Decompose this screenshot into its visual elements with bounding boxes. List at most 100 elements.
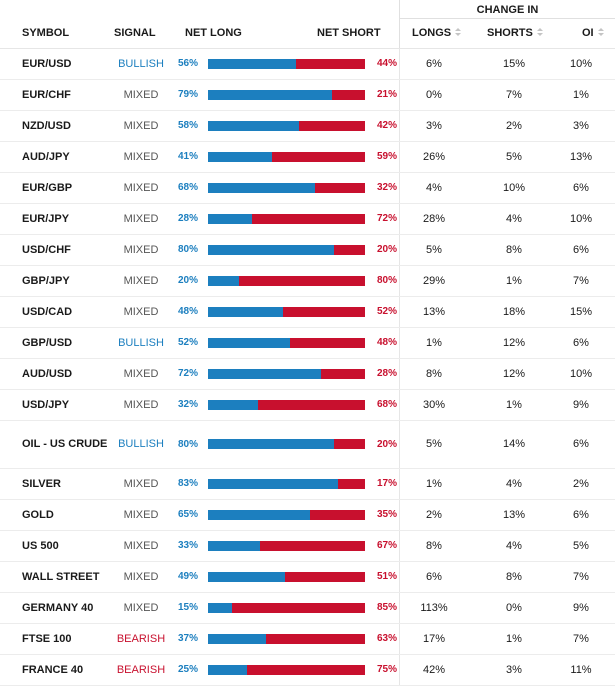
symbol-cell[interactable]: US 500 bbox=[22, 540, 59, 552]
symbol-cell[interactable]: EUR/JPY bbox=[22, 213, 70, 225]
oi-change-cell: 3% bbox=[573, 120, 589, 132]
net-long-header-label: NET LONG bbox=[185, 27, 242, 39]
column-divider bbox=[399, 142, 400, 172]
net-short-bar bbox=[251, 214, 365, 224]
symbol-cell[interactable]: GERMANY 40 bbox=[22, 602, 94, 614]
table-row[interactable]: SILVER MIXED 83% 17% 1% 4% 2% bbox=[0, 469, 615, 500]
signal-cell: MIXED bbox=[123, 399, 159, 411]
net-long-value: 48% bbox=[177, 306, 198, 317]
net-short-bar bbox=[310, 510, 365, 520]
net-long-value: 79% bbox=[177, 89, 198, 100]
longs-change-cell: 8% bbox=[426, 368, 442, 380]
symbol-cell[interactable]: USD/CHF bbox=[22, 244, 71, 256]
sort-arrows-icon bbox=[455, 27, 462, 37]
symbol-cell[interactable]: EUR/USD bbox=[22, 58, 72, 70]
symbol-cell[interactable]: USD/CAD bbox=[22, 306, 73, 318]
symbol-cell[interactable]: SILVER bbox=[22, 478, 61, 490]
signal-cell: MIXED bbox=[123, 120, 159, 132]
column-divider bbox=[399, 49, 400, 79]
sentiment-bar bbox=[208, 338, 365, 348]
symbol-cell[interactable]: OIL - US CRUDE bbox=[22, 438, 108, 450]
table-row[interactable]: GERMANY 40 MIXED 15% 85% 113% 0% 9% bbox=[0, 593, 615, 624]
column-divider bbox=[399, 359, 400, 389]
symbol-cell[interactable]: GBP/JPY bbox=[22, 275, 70, 287]
symbol-cell[interactable]: FRANCE 40 bbox=[22, 664, 84, 676]
column-divider bbox=[399, 500, 400, 530]
oi-change-cell: 10% bbox=[569, 58, 593, 70]
longs-change-cell: 2% bbox=[426, 509, 442, 521]
net-long-column-header[interactable]: NET LONG bbox=[185, 19, 242, 48]
signal-cell: MIXED bbox=[123, 368, 159, 380]
longs-column-header[interactable]: LONGS bbox=[399, 19, 462, 48]
oi-column-header[interactable]: OI bbox=[582, 19, 604, 48]
net-short-value: 72% bbox=[376, 213, 397, 224]
table-row[interactable]: USD/JPY MIXED 32% 68% 30% 1% 9% bbox=[0, 390, 615, 421]
net-long-bar bbox=[208, 400, 259, 410]
table-row[interactable]: OIL - US CRUDE BULLISH 80% 20% 5% 14% 6% bbox=[0, 421, 615, 469]
net-long-value: 20% bbox=[177, 275, 198, 286]
symbol-cell[interactable]: WALL STREET bbox=[22, 571, 100, 583]
net-long-bar bbox=[208, 214, 252, 224]
table-row[interactable]: USD/CHF MIXED 80% 20% 5% 8% 6% bbox=[0, 235, 615, 266]
net-long-bar bbox=[208, 510, 311, 520]
table-row[interactable]: EUR/GBP MIXED 68% 32% 4% 10% 6% bbox=[0, 173, 615, 204]
symbol-cell[interactable]: AUD/USD bbox=[22, 368, 73, 380]
table-row[interactable]: USD/CAD MIXED 48% 52% 13% 18% 15% bbox=[0, 297, 615, 328]
column-divider bbox=[399, 328, 400, 358]
net-long-bar bbox=[208, 439, 334, 449]
shorts-change-cell: 5% bbox=[506, 151, 522, 163]
net-long-bar bbox=[208, 276, 240, 286]
table-row[interactable]: GBP/JPY MIXED 20% 80% 29% 1% 7% bbox=[0, 266, 615, 297]
signal-cell: BULLISH bbox=[118, 337, 164, 349]
symbol-cell[interactable]: EUR/CHF bbox=[22, 89, 71, 101]
table-row[interactable]: GOLD MIXED 65% 35% 2% 13% 6% bbox=[0, 500, 615, 531]
symbol-cell[interactable]: GBP/USD bbox=[22, 337, 73, 349]
sentiment-bar bbox=[208, 634, 365, 644]
net-long-value: 52% bbox=[177, 337, 198, 348]
symbol-cell[interactable]: NZD/USD bbox=[22, 120, 71, 132]
net-short-header-label: NET SHORT bbox=[317, 27, 381, 39]
net-long-bar bbox=[208, 338, 290, 348]
shorts-change-cell: 1% bbox=[506, 399, 522, 411]
table-row[interactable]: AUD/USD MIXED 72% 28% 8% 12% 10% bbox=[0, 359, 615, 390]
symbol-cell[interactable]: FTSE 100 bbox=[22, 633, 72, 645]
signal-column-header[interactable]: SIGNAL bbox=[114, 19, 156, 48]
signal-cell: MIXED bbox=[123, 478, 159, 490]
symbol-cell[interactable]: GOLD bbox=[22, 509, 54, 521]
longs-change-cell: 8% bbox=[426, 540, 442, 552]
symbol-cell[interactable]: USD/JPY bbox=[22, 399, 70, 411]
table-row[interactable]: AUD/JPY MIXED 41% 59% 26% 5% 13% bbox=[0, 142, 615, 173]
sentiment-bar bbox=[208, 572, 365, 582]
shorts-column-header[interactable]: SHORTS bbox=[487, 19, 543, 48]
oi-change-cell: 9% bbox=[573, 399, 589, 411]
symbol-cell[interactable]: EUR/GBP bbox=[22, 182, 73, 194]
table-row[interactable]: US 500 MIXED 33% 67% 8% 4% 5% bbox=[0, 531, 615, 562]
net-short-value: 28% bbox=[376, 368, 397, 379]
net-long-bar bbox=[208, 369, 322, 379]
net-short-bar bbox=[321, 369, 365, 379]
oi-change-cell: 10% bbox=[569, 213, 593, 225]
signal-cell: BEARISH bbox=[116, 664, 166, 676]
table-row[interactable]: EUR/USD BULLISH 56% 44% 6% 15% 10% bbox=[0, 49, 615, 80]
table-row[interactable]: NZD/USD MIXED 58% 42% 3% 2% 3% bbox=[0, 111, 615, 142]
net-short-value: 17% bbox=[376, 478, 397, 489]
longs-change-cell: 113% bbox=[420, 602, 448, 614]
net-short-bar bbox=[231, 603, 365, 613]
column-divider bbox=[399, 80, 400, 110]
net-short-bar bbox=[332, 90, 365, 100]
table-row[interactable]: FRANCE 40 BEARISH 25% 75% 42% 3% 11% bbox=[0, 655, 615, 686]
table-row[interactable]: GBP/USD BULLISH 52% 48% 1% 12% 6% bbox=[0, 328, 615, 359]
table-row[interactable]: EUR/CHF MIXED 79% 21% 0% 7% 1% bbox=[0, 80, 615, 111]
shorts-change-cell: 4% bbox=[506, 540, 522, 552]
longs-change-cell: 1% bbox=[426, 337, 442, 349]
symbol-column-header[interactable]: SYMBOL bbox=[22, 19, 69, 48]
net-long-bar bbox=[208, 634, 267, 644]
table-row[interactable]: WALL STREET MIXED 49% 51% 6% 8% 7% bbox=[0, 562, 615, 593]
table-row[interactable]: FTSE 100 BEARISH 37% 63% 17% 1% 7% bbox=[0, 624, 615, 655]
symbol-cell[interactable]: AUD/JPY bbox=[22, 151, 70, 163]
net-short-column-header[interactable]: NET SHORT bbox=[317, 19, 381, 48]
shorts-change-cell: 12% bbox=[502, 368, 526, 380]
longs-header-label: LONGS bbox=[412, 27, 452, 39]
table-row[interactable]: EUR/JPY MIXED 28% 72% 28% 4% 10% bbox=[0, 204, 615, 235]
